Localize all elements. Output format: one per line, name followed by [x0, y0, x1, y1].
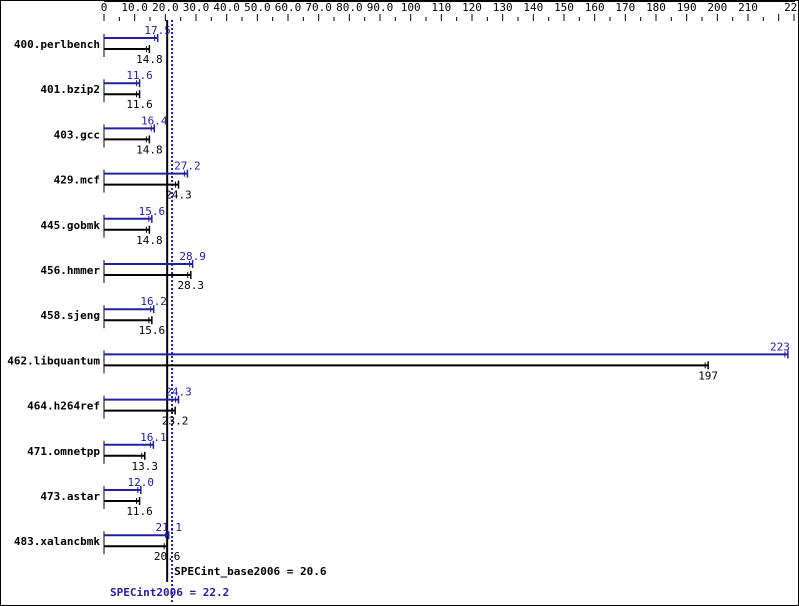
peak-value-label: 17.5 [144, 24, 171, 37]
category-label: 401.bzip2 [40, 83, 100, 96]
peak-reference-label: SPECint2006 = 22.2 [110, 586, 229, 599]
x-tick-label: 90.0 [367, 1, 394, 14]
base-value-label: 28.3 [178, 279, 205, 292]
category-label: 445.gobmk [40, 219, 100, 232]
category-label: 471.omnetpp [27, 445, 100, 458]
x-tick-label: 180 [646, 1, 666, 14]
category-label: 464.h264ref [27, 400, 100, 413]
base-value-label: 23.2 [162, 415, 189, 428]
peak-value-label: 24.3 [165, 386, 192, 399]
peak-value-label: 21.1 [155, 521, 182, 534]
category-label: 429.mcf [54, 174, 100, 187]
x-tick-label: 30.0 [183, 1, 210, 14]
base-value-label: 14.8 [136, 53, 163, 66]
base-value-label: 197 [698, 369, 718, 382]
peak-value-label: 223 [770, 340, 790, 353]
peak-value-label: 28.9 [179, 250, 206, 263]
base-reference-label: SPECint_base2006 = 20.6 [174, 565, 327, 578]
category-label: 483.xalancbmk [14, 535, 100, 548]
x-tick-label: 40.0 [213, 1, 240, 14]
peak-value-label: 15.6 [139, 205, 166, 218]
x-tick-label: 20.0 [152, 1, 179, 14]
x-tick-label: 210 [738, 1, 758, 14]
category-label: 400.perlbench [14, 38, 100, 51]
peak-value-label: 16.2 [140, 295, 167, 308]
x-tick-label: 50.0 [244, 1, 271, 14]
base-value-label: 11.6 [126, 98, 153, 111]
base-value-label: 14.8 [136, 143, 163, 156]
x-tick-label: 170 [615, 1, 635, 14]
x-tick-label: 60.0 [275, 1, 302, 14]
x-tick-label: 225 [784, 1, 799, 14]
x-tick-label: 70.0 [305, 1, 332, 14]
x-tick-label: 80.0 [336, 1, 363, 14]
base-value-label: 11.6 [126, 505, 153, 518]
peak-value-label: 27.2 [174, 160, 201, 173]
x-tick-label: 150 [554, 1, 574, 14]
x-tick-label: 130 [493, 1, 513, 14]
category-label: 473.astar [40, 490, 100, 503]
peak-value-label: 11.6 [126, 69, 153, 82]
x-tick-label: 110 [431, 1, 451, 14]
base-value-label: 14.8 [136, 234, 163, 247]
base-value-label: 24.3 [165, 189, 192, 202]
base-value-label: 20.6 [154, 550, 181, 563]
category-label: 456.hmmer [40, 264, 100, 277]
x-tick-label: 160 [585, 1, 605, 14]
x-tick-label: 100 [401, 1, 421, 14]
x-tick-label: 120 [462, 1, 482, 14]
base-value-label: 13.3 [132, 460, 159, 473]
peak-value-label: 16.4 [141, 114, 168, 127]
x-tick-label: 10.0 [121, 1, 148, 14]
category-label: 403.gcc [54, 128, 100, 141]
peak-value-label: 16.1 [140, 431, 167, 444]
category-label: 462.libquantum [7, 354, 100, 367]
x-tick-label: 140 [523, 1, 543, 14]
x-tick-label: 200 [707, 1, 727, 14]
base-value-label: 15.6 [139, 324, 166, 337]
x-tick-label: 0 [101, 1, 108, 14]
x-tick-label: 190 [677, 1, 697, 14]
peak-value-label: 12.0 [128, 476, 155, 489]
category-label: 458.sjeng [40, 309, 100, 322]
